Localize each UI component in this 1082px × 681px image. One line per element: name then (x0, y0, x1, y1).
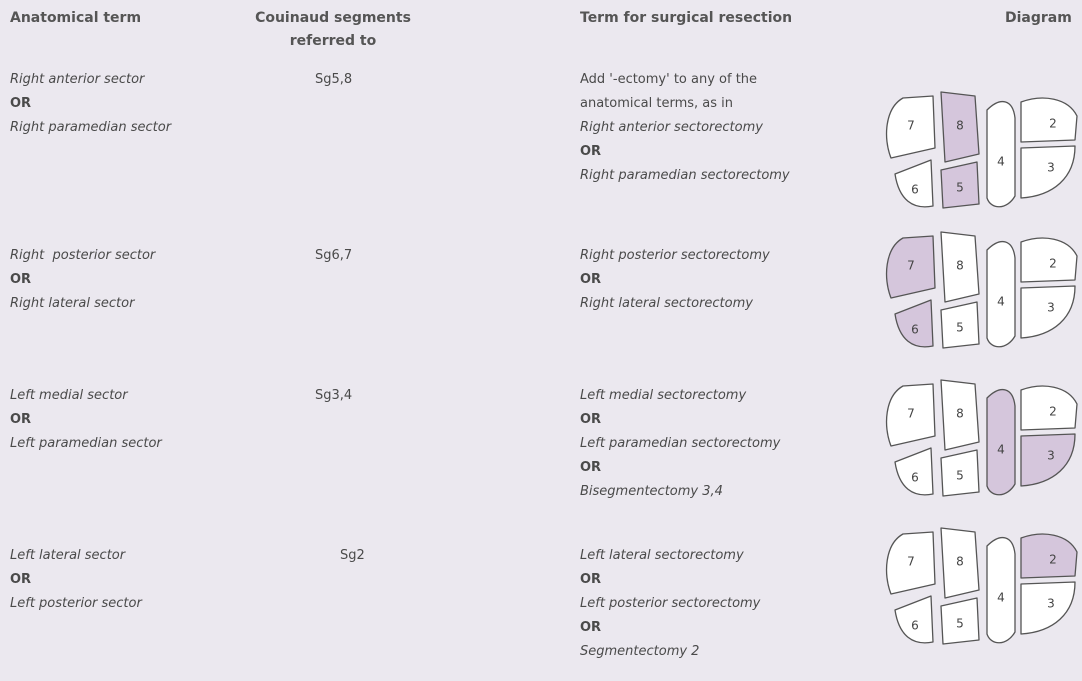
segment-label: 4 (997, 155, 1005, 169)
liver-diagram: 7 8 2 4 3 6 5 (883, 376, 1081, 504)
header: Couinaud segments (248, 10, 418, 26)
header: Diagram (1005, 10, 1072, 26)
segment-label: 8 (956, 119, 964, 133)
resection: OR (580, 272, 601, 287)
segment-label: 7 (907, 407, 915, 421)
resection: Left paramedian sectorectomy (580, 436, 780, 451)
segment-label: 6 (911, 183, 919, 197)
segment-label: 6 (911, 471, 919, 485)
term: Right anterior sector (10, 72, 144, 87)
liver-diagram: 7 8 2 4 3 6 5 (883, 524, 1081, 652)
segments: Sg5,8 (315, 72, 352, 87)
resection: anatomical terms, as in (580, 96, 733, 111)
segment-label: 5 (956, 469, 964, 483)
segment-label: 3 (1047, 449, 1055, 463)
term: Left medial sector (10, 388, 128, 403)
resection: OR (580, 412, 601, 427)
segment-label: 3 (1047, 161, 1055, 175)
segment-label: 2 (1049, 553, 1057, 567)
resection: OR (580, 144, 601, 159)
header: Term for surgical resection (580, 10, 792, 26)
term: Left posterior sector (10, 596, 142, 611)
segment-label: 4 (997, 591, 1005, 605)
resection: Left lateral sectorectomy (580, 548, 744, 563)
segment-label: 3 (1047, 301, 1055, 315)
segment-label: 4 (997, 443, 1005, 457)
resection: Right posterior sectorectomy (580, 248, 770, 263)
resection: OR (580, 620, 601, 635)
resection: OR (580, 460, 601, 475)
segment-label: 8 (956, 259, 964, 273)
resection: Bisegmentectomy 3,4 (580, 484, 723, 499)
segment-label: 3 (1047, 597, 1055, 611)
header: referred to (248, 33, 418, 49)
resection: Add '-ectomy' to any of the (580, 72, 757, 87)
segment-label: 2 (1049, 405, 1057, 419)
resection: Left medial sectorectomy (580, 388, 746, 403)
resection: Right paramedian sectorectomy (580, 168, 790, 183)
segment-label: 8 (956, 407, 964, 421)
resection: Left posterior sectorectomy (580, 596, 760, 611)
term: OR (10, 412, 31, 427)
page: Anatomical term Couinaud segments referr… (0, 0, 1082, 681)
segment-label: 5 (956, 181, 964, 195)
resection: Right lateral sectorectomy (580, 296, 753, 311)
segment-label: 7 (907, 555, 915, 569)
segment-label: 7 (907, 259, 915, 273)
resection: OR (580, 572, 601, 587)
resection: Segmentectomy 2 (580, 644, 699, 659)
segments: Sg3,4 (315, 388, 352, 403)
liver-diagram: 7 8 2 4 3 6 5 (883, 88, 1081, 216)
resection: Right anterior sectorectomy (580, 120, 763, 135)
segment-label: 6 (911, 323, 919, 337)
term: OR (10, 96, 31, 111)
term: Left paramedian sector (10, 436, 162, 451)
segment-label: 5 (956, 617, 964, 631)
segment-label: 2 (1049, 257, 1057, 271)
header: Anatomical term (10, 10, 141, 26)
liver-diagram: 7 8 2 4 3 6 5 (883, 228, 1081, 356)
term: Right paramedian sector (10, 120, 171, 135)
segments: Sg6,7 (315, 248, 352, 263)
segment-label: 4 (997, 295, 1005, 309)
term: Right lateral sector (10, 296, 134, 311)
segment-label: 6 (911, 619, 919, 633)
term: OR (10, 272, 31, 287)
segment-label: 5 (956, 321, 964, 335)
segments: Sg2 (340, 548, 365, 563)
segment-label: 2 (1049, 117, 1057, 131)
term: OR (10, 572, 31, 587)
segment-label: 8 (956, 555, 964, 569)
term: Left lateral sector (10, 548, 125, 563)
segment-label: 7 (907, 119, 915, 133)
term: Right posterior sector (10, 248, 155, 263)
